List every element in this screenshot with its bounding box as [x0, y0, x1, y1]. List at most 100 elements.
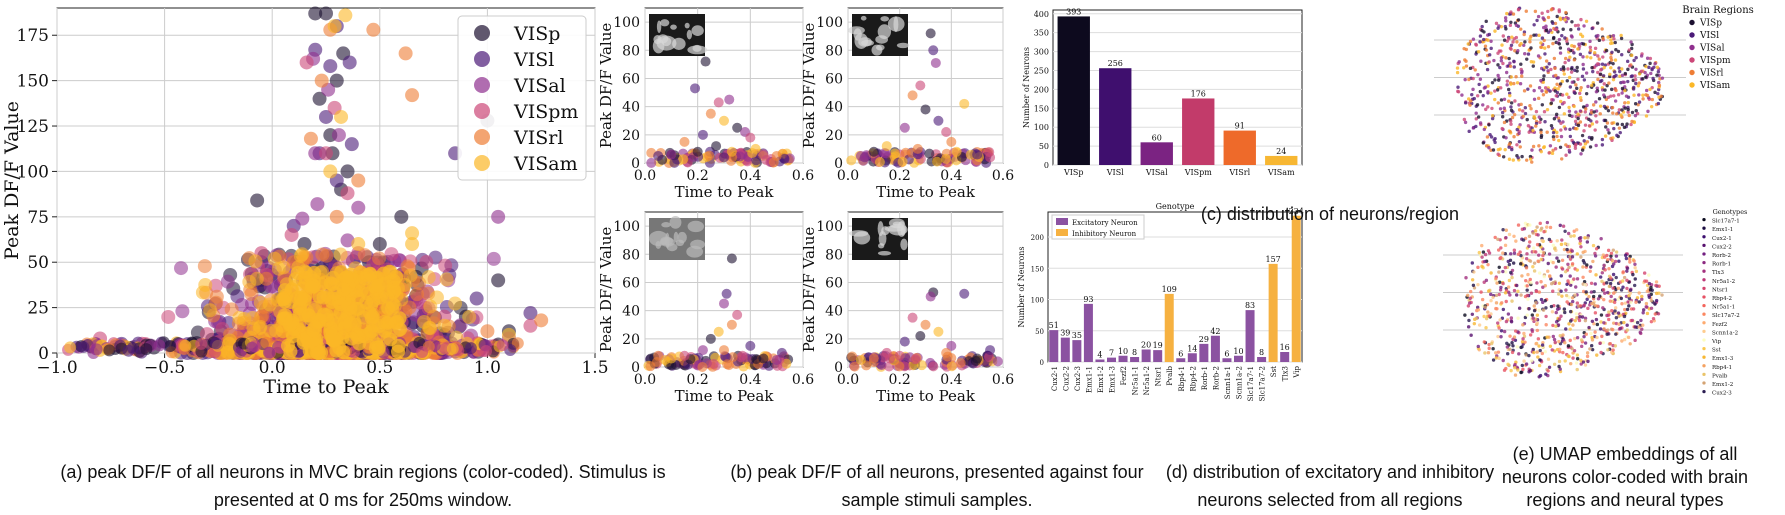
data-point-cloud	[220, 274, 235, 289]
legend-label: Rbp4-1	[1712, 365, 1732, 371]
umap-point	[1551, 21, 1555, 26]
umap-point	[1539, 280, 1543, 284]
x-tick-label: Emx1-3	[1109, 366, 1117, 393]
umap-point	[1507, 91, 1512, 95]
umap-point	[1533, 229, 1538, 233]
umap-point	[1643, 70, 1647, 75]
umap-point	[1522, 359, 1526, 363]
umap-point	[1619, 113, 1623, 117]
umap-point	[1557, 281, 1562, 285]
umap-point	[1621, 279, 1625, 283]
umap-point	[1498, 318, 1502, 322]
umap-point	[1541, 340, 1545, 345]
umap-point	[1572, 277, 1576, 281]
umap-point	[1548, 144, 1553, 148]
umap-point	[1514, 23, 1519, 28]
umap-point	[1627, 296, 1632, 301]
umap-point	[1644, 88, 1649, 93]
umap-point	[1503, 243, 1508, 248]
umap-point	[1463, 120, 1468, 125]
umap-point	[1538, 120, 1542, 124]
legend-marker	[474, 51, 490, 67]
umap-point	[1600, 271, 1605, 275]
y-tick-label: 60	[825, 71, 843, 87]
umap-point	[1582, 145, 1586, 150]
umap-point	[1537, 271, 1542, 275]
umap-point	[1516, 18, 1521, 22]
data-point-baseline	[697, 361, 708, 372]
umap-point	[1580, 34, 1585, 39]
data-point	[726, 319, 737, 330]
umap-point	[1537, 33, 1541, 38]
umap-point	[1495, 88, 1500, 92]
y-tick-label: 150	[17, 72, 49, 92]
umap-point	[1537, 290, 1542, 294]
umap-point	[1526, 52, 1531, 56]
data-point	[398, 46, 413, 61]
umap-point	[1578, 142, 1583, 146]
umap-point	[1534, 317, 1538, 321]
umap-point	[1508, 347, 1512, 351]
umap-point	[1486, 90, 1490, 94]
umap-point	[1515, 81, 1520, 85]
umap-point	[1585, 55, 1589, 59]
thumbnail-texture	[670, 24, 677, 30]
umap-point	[1640, 297, 1644, 301]
umap-point	[1489, 39, 1493, 43]
umap-point	[1493, 78, 1497, 82]
umap-point	[1507, 232, 1512, 237]
umap-point	[1553, 340, 1557, 345]
umap-point	[1509, 270, 1513, 275]
legend-label: Vip	[1711, 339, 1722, 345]
umap-point	[1614, 250, 1619, 254]
umap-point	[1626, 110, 1630, 114]
umap-point	[1570, 249, 1574, 253]
umap-point	[1599, 68, 1603, 72]
legend-marker	[1702, 355, 1706, 359]
umap-point	[1462, 117, 1467, 122]
umap-point	[1650, 97, 1655, 102]
bar	[1245, 310, 1255, 362]
legend-label: VISl	[513, 49, 554, 71]
umap-point	[1467, 301, 1472, 305]
umap-point	[1656, 312, 1661, 316]
legend-marker	[1689, 19, 1695, 26]
umap-point	[1564, 56, 1568, 61]
umap-point	[1582, 24, 1586, 28]
umap-point	[1585, 140, 1590, 144]
umap-point	[1546, 261, 1550, 266]
umap-point	[1620, 67, 1624, 71]
umap-point	[1578, 239, 1583, 243]
legend-marker	[1702, 338, 1706, 342]
umap-point	[1602, 297, 1606, 302]
umap-point	[1532, 350, 1536, 355]
umap-point	[1474, 124, 1478, 129]
y-axis-label: Number of Neurons	[1017, 246, 1026, 327]
x-axis-label: Time to Peak	[675, 387, 775, 405]
data-point	[713, 326, 724, 337]
legend-label: Sst	[1712, 348, 1722, 354]
umap-point	[1649, 319, 1654, 324]
y-tick-label: 25	[27, 299, 49, 319]
umap-point	[1561, 27, 1565, 31]
umap-point	[1518, 145, 1522, 149]
umap-point	[1611, 248, 1616, 252]
umap-point	[1549, 8, 1554, 12]
data-point	[750, 143, 761, 154]
umap-point	[1605, 121, 1610, 125]
umap-point	[1581, 42, 1586, 46]
umap-point	[1477, 323, 1482, 327]
umap-point	[1502, 38, 1507, 42]
umap-point	[1636, 84, 1640, 88]
data-point-cloud	[244, 286, 259, 301]
thumbnail-texture	[673, 231, 679, 243]
umap-point	[1657, 80, 1661, 85]
umap-point	[1579, 362, 1583, 366]
umap-point	[1528, 333, 1533, 337]
umap-point	[1509, 252, 1513, 256]
data-point	[959, 98, 970, 109]
umap-point	[1523, 111, 1528, 116]
umap-point	[1566, 231, 1571, 236]
data-point	[776, 347, 787, 358]
data-point	[928, 45, 939, 56]
